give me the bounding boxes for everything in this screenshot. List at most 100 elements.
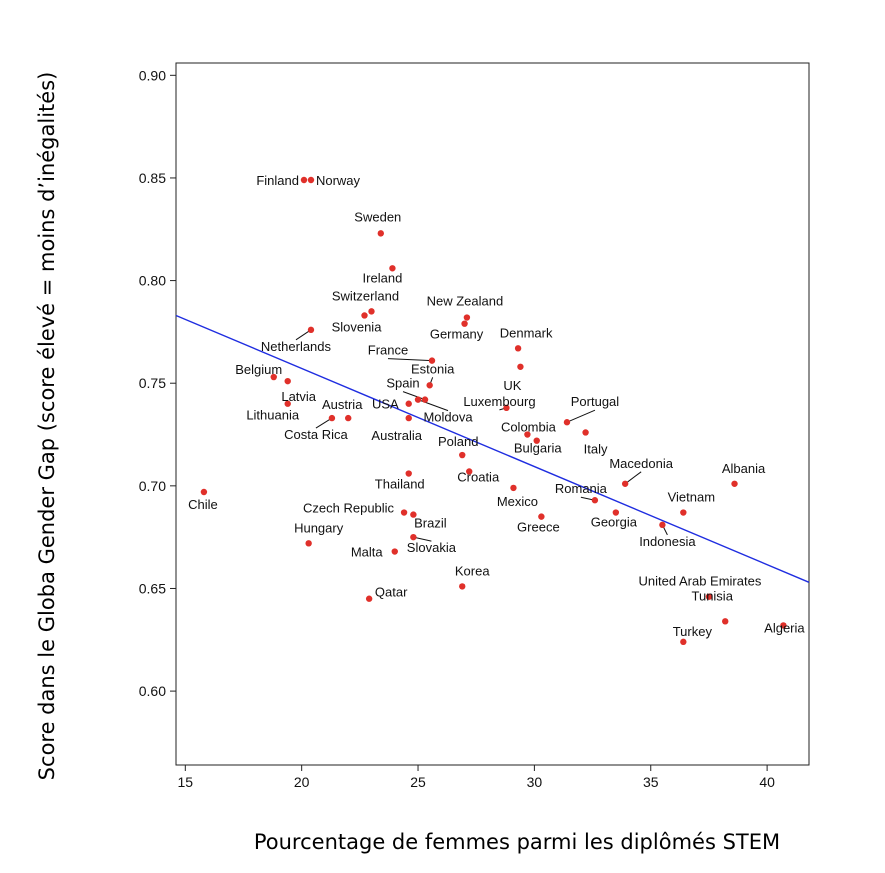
point-label-thailand: Thailand xyxy=(375,477,425,492)
point-label-colombia: Colombia xyxy=(501,420,557,435)
data-point-bulgaria xyxy=(533,437,540,444)
y-tick-label: 0.60 xyxy=(139,683,166,699)
point-label-australia: Australia xyxy=(371,428,422,443)
point-label-italy: Italy xyxy=(584,441,608,456)
point-label-indonesia: Indonesia xyxy=(639,534,696,549)
data-point-finland xyxy=(300,176,308,184)
data-point-norway xyxy=(307,176,315,184)
y-tick-label: 0.90 xyxy=(139,67,166,83)
data-point-spain xyxy=(421,396,429,403)
data-point-algeria xyxy=(780,622,787,629)
data-point-italy xyxy=(582,429,589,436)
connector-macedonia xyxy=(624,471,642,485)
data-point-switzerland xyxy=(368,308,375,315)
x-tick-label: 25 xyxy=(410,774,426,790)
data-point-croatia xyxy=(466,468,473,475)
point-label-chile: Chile xyxy=(188,497,218,512)
data-point-ireland xyxy=(389,265,396,272)
point-label-turkey: Turkey xyxy=(673,624,713,639)
data-point-korea xyxy=(459,583,466,590)
data-point-thailand xyxy=(405,470,412,477)
point-label-germany: Germany xyxy=(430,327,484,342)
point-label-new-zealand: New Zealand xyxy=(427,294,504,309)
data-point-latvia xyxy=(284,377,291,385)
point-label-austria: Austria xyxy=(322,397,363,412)
data-point-new-zealand xyxy=(463,314,471,321)
point-label-sweden: Sweden xyxy=(354,209,401,224)
point-label-mexico: Mexico xyxy=(497,494,538,509)
point-label-korea: Korea xyxy=(455,563,490,578)
trend-line xyxy=(175,314,810,583)
point-label-poland: Poland xyxy=(438,434,478,449)
data-point-lithuania xyxy=(284,400,291,407)
point-label-luxembourg: Luxembourg xyxy=(463,394,535,409)
y-tick-label: 0.80 xyxy=(139,273,166,289)
x-tick-label: 30 xyxy=(527,774,543,790)
data-point-romania xyxy=(591,497,599,504)
data-point-malta xyxy=(391,548,398,555)
data-point-albania xyxy=(731,480,738,487)
data-point-denmark xyxy=(514,345,522,352)
plot-area-frame xyxy=(175,62,810,766)
connector-portugal xyxy=(566,409,596,423)
point-label-georgia: Georgia xyxy=(591,515,638,530)
data-point-portugal xyxy=(563,419,571,426)
point-label-portugal: Portugal xyxy=(571,394,620,409)
point-label-switzerland: Switzerland xyxy=(332,288,399,303)
y-tick-label: 0.70 xyxy=(139,478,166,494)
y-tick-label: 0.85 xyxy=(139,170,166,186)
data-point-qatar xyxy=(365,595,373,602)
data-point-australia xyxy=(405,414,412,422)
data-point-costa-rica xyxy=(328,414,336,422)
data-point-france xyxy=(428,357,436,364)
data-point-germany xyxy=(461,320,468,327)
point-label-czech-republic: Czech Republic xyxy=(303,501,395,516)
data-point-macedonia xyxy=(621,480,629,487)
data-point-tunisia xyxy=(722,618,729,625)
point-label-belgium: Belgium xyxy=(235,362,282,377)
data-point-slovenia xyxy=(361,312,368,319)
data-point-vietnam xyxy=(680,509,687,516)
x-axis: 15 20 25 30 35 40 xyxy=(178,765,775,790)
point-label-slovenia: Slovenia xyxy=(332,319,383,334)
data-point-belgium xyxy=(270,373,277,381)
x-tick-label: 35 xyxy=(643,774,659,790)
point-label-costa-rica: Costa Rica xyxy=(284,427,348,442)
data-point-colombia xyxy=(524,431,531,438)
point-label-qatar: Qatar xyxy=(375,585,408,600)
point-label-tunisia: Tunisia xyxy=(692,588,734,603)
data-point-hungary xyxy=(305,540,312,547)
x-axis-title: Pourcentage de femmes parmi les diplômés… xyxy=(254,830,780,854)
point-label-macedonia: Macedonia xyxy=(609,456,673,471)
data-point-slovakia xyxy=(410,533,417,541)
point-label-spain: Spain xyxy=(386,376,419,391)
point-labels: Finland Norway Sweden Ireland Switzerland Slo… xyxy=(188,173,805,639)
point-label-slovakia: Slovakia xyxy=(407,540,457,555)
data-point-georgia xyxy=(612,509,620,516)
data-point-czech-republic xyxy=(400,509,408,516)
point-label-romania: Romania xyxy=(555,481,608,496)
data-point-usa xyxy=(405,400,412,407)
point-label-albania: Albania xyxy=(722,461,766,476)
point-label-brazil: Brazil xyxy=(414,516,447,531)
point-label-algeria: Algeria xyxy=(764,620,805,635)
data-point-poland xyxy=(459,451,466,459)
point-label-lithuania: Lithuania xyxy=(246,408,300,423)
x-tick-label: 40 xyxy=(759,774,775,790)
data-point-luxembourg xyxy=(503,404,510,412)
y-axis-title: Score dans le Globa Gender Gap (score él… xyxy=(35,72,59,781)
point-label-netherlands: Netherlands xyxy=(261,339,332,354)
data-point-brazil xyxy=(410,511,417,518)
connector-spain xyxy=(402,391,426,401)
x-tick-label: 15 xyxy=(178,774,194,790)
data-point-chile xyxy=(200,488,208,496)
point-label-ireland: Ireland xyxy=(363,270,403,285)
point-label-croatia: Croatia xyxy=(457,469,500,484)
point-label-estonia: Estonia xyxy=(411,361,455,376)
point-label-united-arab-emirates: United Arab Emirates xyxy=(639,574,762,589)
data-point-netherlands xyxy=(307,326,315,334)
data-point-moldova xyxy=(414,396,422,403)
y-tick-label: 0.75 xyxy=(139,375,166,391)
data-point-uk xyxy=(517,363,524,370)
y-tick-label: 0.65 xyxy=(139,580,166,596)
